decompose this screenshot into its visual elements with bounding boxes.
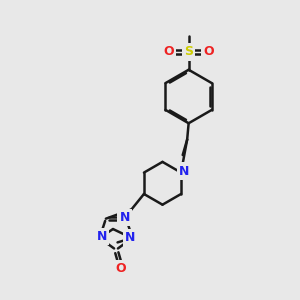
Text: O: O: [203, 45, 214, 58]
Text: N: N: [125, 232, 135, 244]
Text: N: N: [97, 230, 107, 243]
Text: N: N: [119, 211, 130, 224]
Text: O: O: [115, 262, 126, 275]
Text: S: S: [184, 45, 193, 58]
Text: N: N: [179, 165, 189, 178]
Text: O: O: [164, 45, 174, 58]
